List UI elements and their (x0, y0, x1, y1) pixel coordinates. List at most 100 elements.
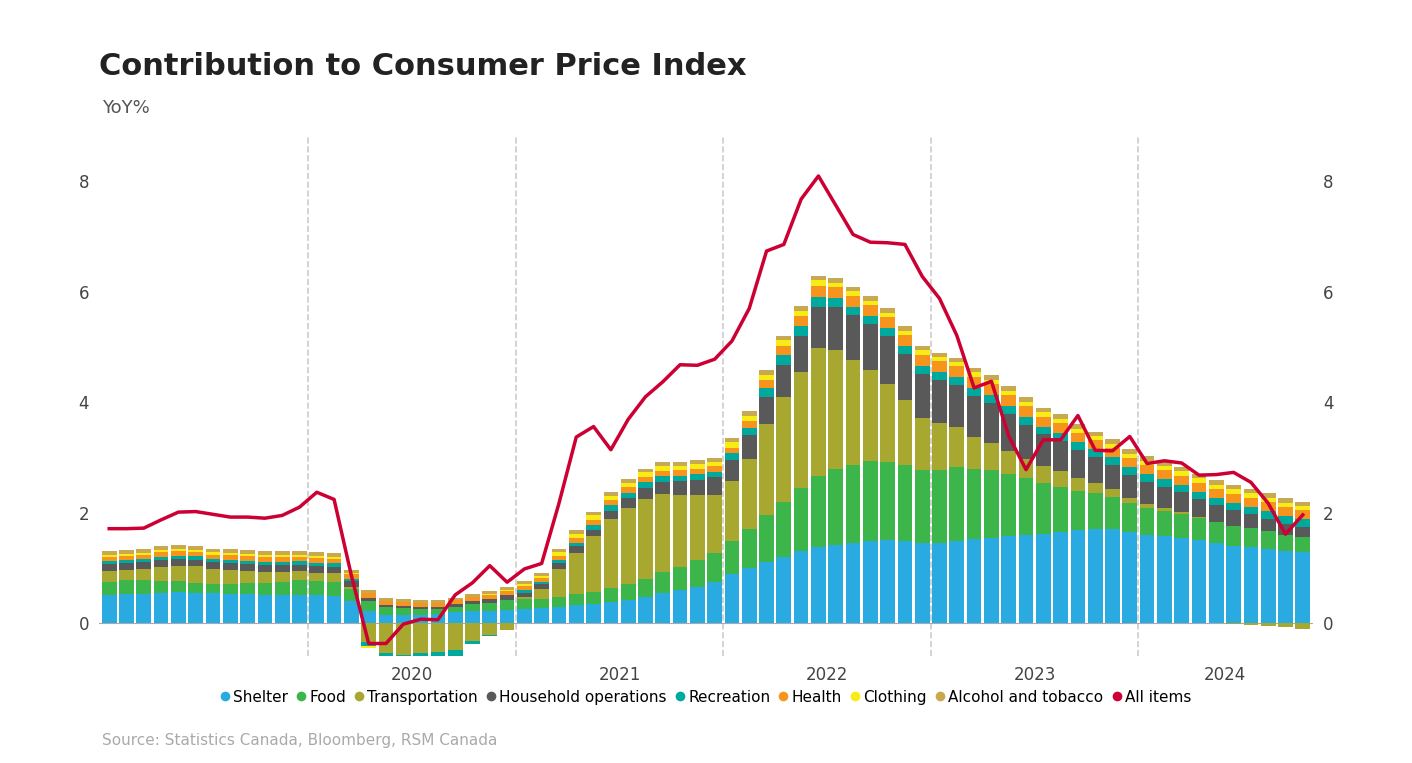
Bar (863, 542, 878, 623)
Bar (621, 508, 635, 584)
Bar (724, 438, 740, 442)
Bar (1175, 512, 1189, 514)
Bar (1156, 470, 1172, 479)
Bar (119, 594, 134, 623)
Bar (603, 495, 618, 500)
Bar (1018, 425, 1034, 459)
Bar (1139, 461, 1155, 465)
Bar (552, 597, 566, 607)
Bar (534, 573, 549, 575)
Bar (361, 601, 376, 611)
Bar (1053, 419, 1067, 423)
Bar (569, 530, 583, 534)
Bar (171, 565, 186, 581)
Bar (1244, 507, 1258, 514)
Bar (760, 397, 774, 424)
Bar (1070, 429, 1086, 433)
Bar (1156, 465, 1172, 470)
Bar (569, 594, 583, 605)
Bar (257, 583, 273, 595)
Bar (690, 474, 705, 480)
Bar (569, 605, 583, 623)
Bar (655, 466, 671, 471)
Bar (794, 552, 809, 623)
Bar (345, 581, 359, 587)
Bar (1175, 467, 1189, 472)
Bar (638, 468, 652, 472)
Bar (1036, 417, 1051, 427)
Bar (1001, 386, 1017, 391)
Bar (500, 590, 514, 591)
Bar (863, 301, 878, 305)
Bar (309, 573, 325, 581)
Bar (932, 353, 947, 357)
Bar (1123, 467, 1137, 475)
Bar (275, 595, 289, 623)
Bar (569, 537, 583, 543)
Bar (1018, 402, 1034, 406)
Bar (810, 348, 826, 476)
Bar (1261, 497, 1275, 502)
Bar (1139, 504, 1155, 508)
Bar (638, 579, 652, 597)
Bar (621, 488, 635, 493)
Bar (1278, 503, 1293, 507)
Bar (603, 588, 618, 602)
Bar (1106, 490, 1120, 497)
Bar (724, 575, 740, 623)
Bar (949, 366, 964, 378)
Bar (1295, 510, 1310, 520)
Bar (395, 667, 411, 673)
Bar (223, 553, 237, 555)
Bar (846, 543, 860, 623)
Bar (741, 459, 757, 530)
Bar (395, 606, 411, 608)
Bar (534, 582, 549, 584)
Bar (967, 388, 981, 396)
Bar (949, 427, 964, 467)
Bar (603, 506, 618, 511)
Bar (846, 465, 860, 543)
Bar (500, 595, 514, 600)
Bar (483, 623, 497, 636)
Bar (171, 581, 186, 592)
Bar (724, 453, 740, 459)
Bar (655, 594, 671, 623)
Bar (967, 372, 981, 377)
Bar (206, 594, 220, 623)
Bar (777, 340, 791, 346)
Bar (741, 530, 757, 568)
Bar (760, 562, 774, 623)
Bar (829, 545, 843, 623)
Bar (655, 481, 671, 494)
Bar (465, 611, 480, 623)
Bar (1123, 532, 1137, 623)
Bar (137, 569, 151, 580)
Bar (292, 565, 306, 571)
Bar (690, 480, 705, 495)
Bar (1123, 454, 1137, 458)
Bar (188, 552, 203, 556)
Bar (102, 551, 117, 555)
Bar (1018, 417, 1034, 425)
Bar (1001, 451, 1017, 474)
Bar (829, 350, 843, 468)
Bar (552, 549, 566, 552)
Bar (240, 561, 256, 564)
Bar (603, 602, 618, 623)
Bar (431, 661, 445, 663)
Text: YoY%: YoY% (102, 99, 150, 118)
Bar (206, 569, 220, 584)
Bar (361, 591, 376, 594)
Bar (378, 601, 394, 605)
Bar (395, 623, 411, 655)
Bar (326, 559, 342, 563)
Bar (1123, 504, 1137, 532)
Bar (378, 653, 394, 663)
Bar (361, 623, 376, 642)
Bar (967, 436, 981, 468)
Bar (810, 286, 826, 297)
Bar (707, 478, 722, 495)
Bar (361, 594, 376, 597)
Bar (102, 561, 117, 564)
